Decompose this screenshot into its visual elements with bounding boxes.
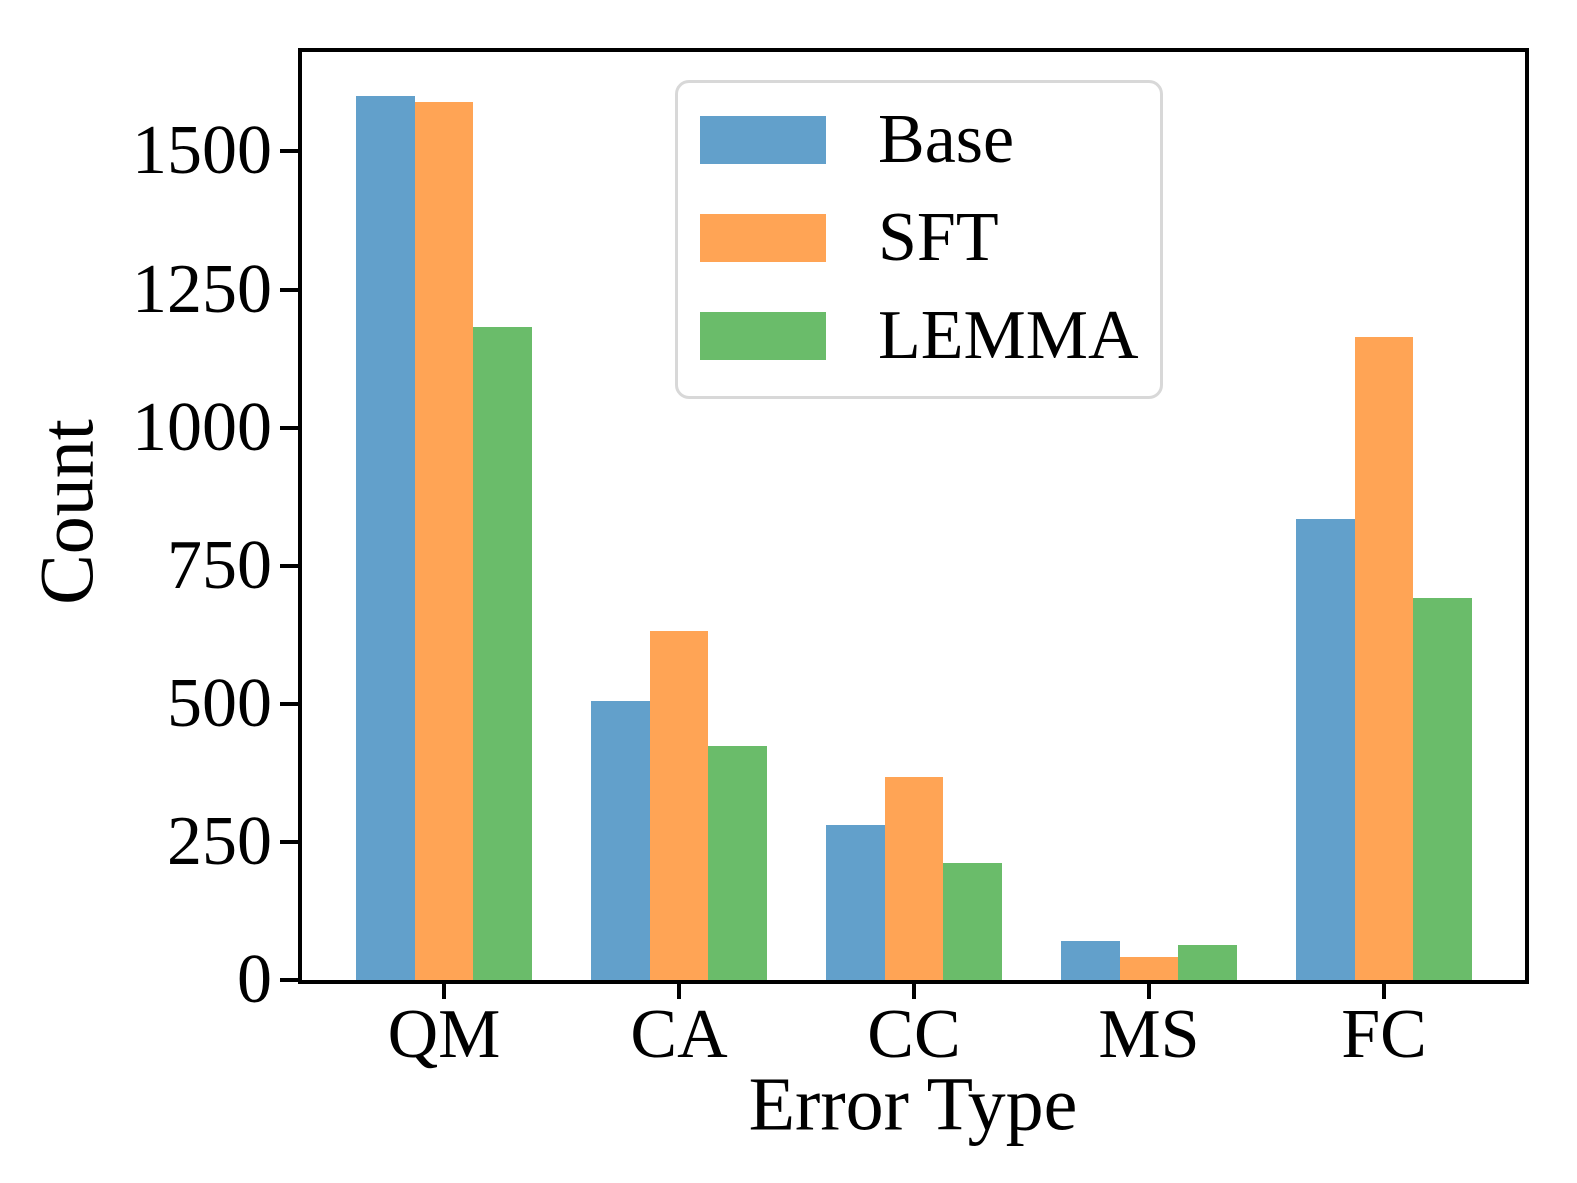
y-tick-label-250: 250: [167, 802, 272, 880]
legend-label-sft: SFT: [878, 199, 999, 276]
y-tick-mark-1250: [280, 287, 298, 292]
y-tick-mark-1500: [280, 149, 298, 154]
y-tick-mark-1000: [280, 425, 298, 430]
y-tick-mark-500: [280, 701, 298, 706]
bar-cc-lemma: [943, 862, 1002, 980]
legend-swatch-sft: [700, 214, 826, 262]
y-tick-label-500: 500: [167, 664, 272, 742]
y-tick-label-0: 0: [237, 941, 272, 1018]
bar-ca-sft: [649, 630, 709, 980]
bar-fc-sft: [1354, 337, 1414, 980]
y-tick-mark-750: [280, 563, 298, 568]
x-tick-mark-qm: [442, 984, 446, 999]
bar-ca-base: [590, 701, 650, 980]
x-tick-mark-fc: [1382, 984, 1386, 999]
plot-frame: [298, 48, 1529, 984]
legend-label-base: Base: [878, 101, 1015, 178]
bar-qm-lemma: [473, 326, 532, 980]
x-tick-label-cc: CC: [867, 996, 961, 1073]
legend-item-lemma: LEMMA: [700, 287, 1160, 385]
x-tick-label-ms: MS: [1098, 996, 1200, 1073]
y-tick-label-1250: 1250: [132, 250, 272, 328]
bar-cc-base: [825, 824, 885, 980]
y-tick-label-750: 750: [167, 526, 272, 604]
y-axis-label: Count: [25, 419, 110, 605]
bar-cc-sft: [884, 777, 944, 980]
x-tick-mark-ms: [1147, 984, 1151, 999]
y-tick-mark-250: [280, 839, 298, 844]
bar-fc-base: [1295, 519, 1355, 980]
bar-ms-lemma: [1178, 944, 1237, 980]
x-tick-label-qm: QM: [387, 996, 501, 1073]
bar-qm-base: [355, 96, 415, 980]
x-tick-mark-ca: [677, 984, 681, 999]
y-tick-mark-0: [280, 978, 298, 982]
legend-swatch-base: [700, 116, 826, 164]
legend-item-base: Base: [700, 91, 1160, 189]
legend: Base SFT LEMMA: [675, 80, 1163, 399]
bar-ca-lemma: [708, 745, 767, 980]
y-tick-label-1500: 1500: [132, 112, 272, 190]
bar-qm-sft: [414, 101, 474, 980]
bar-ms-base: [1060, 940, 1120, 980]
legend-label-lemma: LEMMA: [878, 297, 1139, 374]
x-axis-label: Error Type: [748, 1062, 1078, 1147]
bar-fc-lemma: [1413, 597, 1472, 980]
bar-ms-sft: [1119, 956, 1179, 980]
legend-item-sft: SFT: [700, 189, 1160, 287]
x-tick-label-fc: FC: [1341, 996, 1427, 1073]
legend-swatch-lemma: [700, 312, 826, 360]
x-tick-label-ca: CA: [630, 996, 728, 1073]
y-tick-label-1000: 1000: [132, 388, 272, 466]
x-tick-mark-cc: [912, 984, 916, 999]
